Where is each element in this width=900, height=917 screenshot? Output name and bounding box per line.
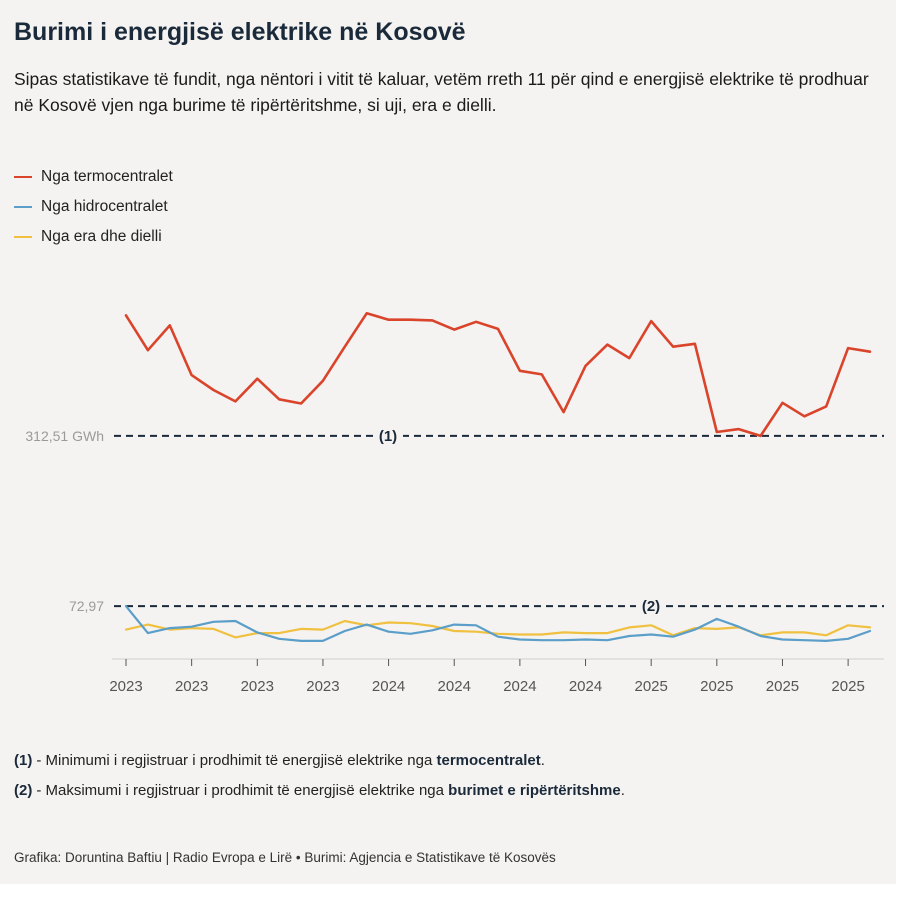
x-tick-label: 2024	[372, 678, 405, 695]
x-tick-label: 2023	[175, 678, 208, 695]
footnote-1-text: - Minimumi i regjistruar i prodhimit të …	[36, 751, 433, 769]
x-tick-label: 2024	[503, 678, 536, 695]
x-tick-label: 2023	[306, 678, 339, 695]
legend-swatch-thermal	[14, 176, 32, 178]
chart-subtitle: Sipas statistikave të fundit, nga nëntor…	[14, 69, 869, 115]
line-chart: 312,51 GWh (1)72,97 (2) 2023 2023 2023 2023 20…	[25, 311, 884, 695]
footnote-1-bold: termocentralet	[436, 751, 541, 769]
footnote-2-marker: (2)	[14, 781, 33, 799]
x-tick-label: 2024	[438, 678, 471, 695]
x-tick-label: 2024	[569, 678, 602, 695]
reference-lines: 312,51 GWh (1) 72,97 (2)	[25, 425, 884, 617]
footnote-1-end: .	[540, 751, 545, 769]
legend-label-thermal: Nga termocentralet	[41, 168, 173, 185]
credit-line: Grafika: Doruntina Baftiu | Radio Evropa…	[14, 850, 556, 865]
x-tick-label: 2025	[634, 678, 667, 695]
legend-swatch-wind-solar	[14, 236, 32, 238]
footnote-1: (1) - Minimumi i regjistruar i prodhimit…	[14, 745, 625, 775]
footnote-2-end: .	[620, 781, 625, 799]
footnote-1-marker: (1)	[14, 751, 33, 769]
x-tick-label: 2025	[831, 678, 864, 695]
reference-marker-1: (1)	[379, 428, 397, 445]
series-line-thermal	[124, 311, 872, 438]
x-tick-label: 2025	[700, 678, 733, 695]
footnotes: (1) - Minimumi i regjistruar i prodhimit…	[14, 745, 625, 805]
x-axis: 2023 2023 2023 2023 2024 2024 2024 2024 2025 2025…	[109, 658, 884, 695]
legend-swatch-hydro	[14, 206, 32, 208]
legend-label-hydro: Nga hidrocentralet	[41, 198, 168, 215]
legend-label-wind-solar: Nga era dhe dielli	[41, 228, 162, 245]
footnote-2: (2) - Maksimumi i regjistruar i prodhimi…	[14, 775, 625, 805]
chart-title: Burimi i energjisë elektrike në Kosovë	[14, 18, 466, 46]
reference-marker-bg-2	[636, 596, 666, 617]
reference-value-label-1: 312,51 GWh	[25, 428, 104, 444]
reference-value-label-2: 72,97	[69, 598, 104, 614]
reference-marker-2: (2)	[642, 598, 660, 615]
legend-item-wind-solar: Nga era dhe dielli	[14, 222, 173, 252]
x-tick-label: 2023	[241, 678, 274, 695]
legend: Nga termocentralet Nga hidrocentralet Ng…	[14, 162, 173, 252]
legend-item-hydro: Nga hidrocentralet	[14, 192, 173, 222]
x-tick-label: 2023	[109, 678, 142, 695]
footnote-2-bold: burimet e ripërtëritshme	[448, 781, 621, 799]
reference-marker-bg-1	[373, 425, 403, 446]
series-lines	[124, 311, 872, 643]
series-line-hydro	[124, 604, 872, 643]
legend-item-thermal: Nga termocentralet	[14, 162, 173, 192]
x-tick-label: 2025	[766, 678, 799, 695]
footnote-2-text: - Maksimumi i regjistruar i prodhimit të…	[36, 781, 444, 799]
chart-card: Burimi i energjisë elektrike në Kosovë S…	[0, 0, 896, 884]
